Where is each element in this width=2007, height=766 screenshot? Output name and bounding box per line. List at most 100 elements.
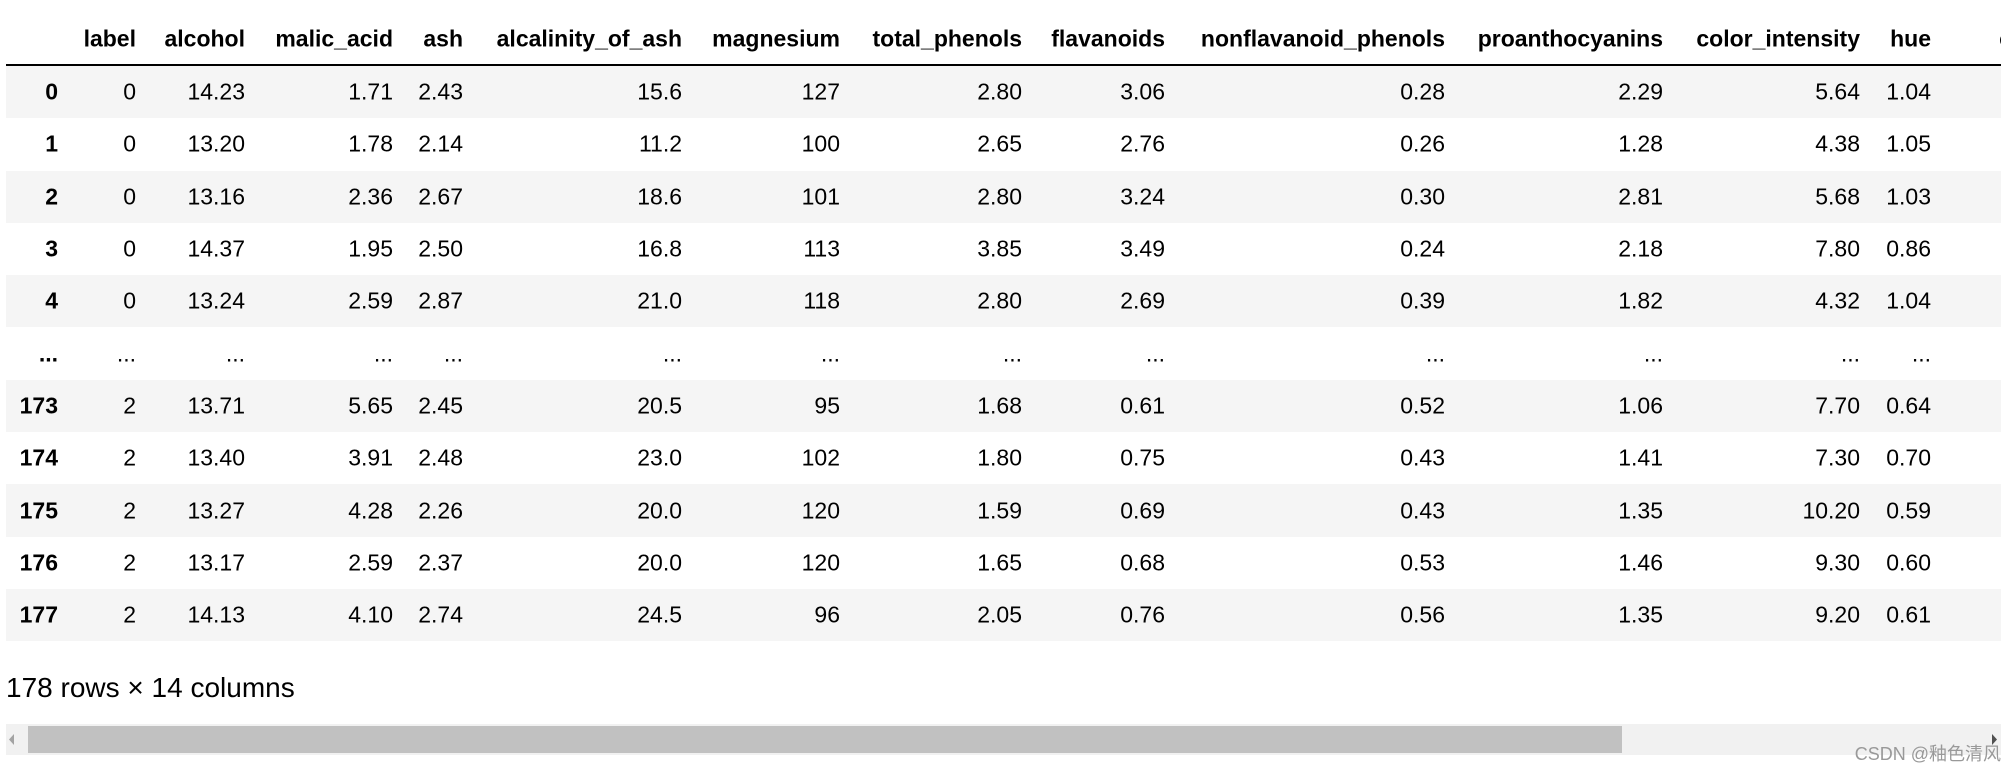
table-cell: 14.37 — [187, 235, 245, 262]
row-stripe — [6, 484, 2001, 537]
row-index: 174 — [19, 444, 58, 471]
table-cell: 1.80 — [977, 444, 1022, 471]
table-cell: 2 — [123, 601, 136, 628]
table-cell: 13.71 — [187, 392, 245, 419]
table-cell: 9.20 — [1815, 601, 1860, 628]
scrollbar-thumb[interactable] — [28, 726, 1622, 753]
table-cell: 1.35 — [1618, 601, 1663, 628]
column-header: malic_acid — [275, 25, 393, 52]
row-index: 0 — [45, 78, 58, 105]
table-cell: 2.80 — [977, 78, 1022, 105]
table-cell: 1.04 — [1886, 78, 1931, 105]
table-cell: ... — [1145, 340, 1165, 367]
table-cell: 1.35 — [1618, 497, 1663, 524]
table-cell: ... — [116, 340, 136, 367]
table-cell: 2.36 — [348, 183, 393, 210]
table-cell: 2.67 — [418, 183, 463, 210]
row-index: 177 — [19, 601, 58, 628]
table-cell: 1.68 — [977, 392, 1022, 419]
table-cell: ... — [373, 340, 393, 367]
table-cell: 7.70 — [1815, 392, 1860, 419]
table-cell: 11.2 — [638, 130, 682, 157]
table-cell: 1.78 — [348, 130, 393, 157]
table-cell: 13.24 — [187, 287, 245, 314]
column-header: alcohol — [164, 25, 245, 52]
column-header: total_phenols — [872, 25, 1022, 52]
table-cell: 0 — [123, 78, 136, 105]
table-cell: 3.91 — [348, 444, 393, 471]
table-cell: 2.45 — [418, 392, 463, 419]
horizontal-scrollbar[interactable] — [6, 724, 2001, 755]
table-cell: 0.30 — [1400, 183, 1445, 210]
column-header: nonflavanoid_phenols — [1200, 25, 1445, 52]
table-cell: 0.24 — [1400, 235, 1445, 262]
table-cell: 3.49 — [1120, 235, 1165, 262]
row-index: 175 — [19, 497, 58, 524]
table-cell: ... — [1643, 340, 1663, 367]
table-cell: 100 — [801, 130, 840, 157]
table-cell: 2.74 — [418, 601, 463, 628]
table-cell: 2.80 — [977, 183, 1022, 210]
table-cell: 96 — [814, 601, 840, 628]
table-cell: 120 — [801, 497, 840, 524]
column-header: hue — [1890, 25, 1931, 52]
table-cell: 1.05 — [1886, 130, 1931, 157]
table-cell: 13.17 — [187, 549, 245, 576]
row-stripe — [6, 379, 2001, 433]
table-cell: 0.53 — [1400, 549, 1445, 576]
table-cell: 2.69 — [1120, 287, 1165, 314]
table-cell: ... — [1911, 340, 1931, 367]
table-cell: 2 — [123, 392, 136, 419]
table-cell: 1.41 — [1618, 444, 1663, 471]
table-cell: 2.05 — [977, 601, 1022, 628]
table-cell: 0.56 — [1400, 601, 1445, 628]
table-cell: 13.27 — [187, 497, 245, 524]
table-cell: 0 — [123, 183, 136, 210]
table-cell: 2.76 — [1120, 130, 1165, 157]
column-header: proanthocyanins — [1477, 25, 1663, 52]
table-cell: 18.6 — [637, 183, 682, 210]
table-cell: 0 — [123, 235, 136, 262]
column-header: color_intensity — [1696, 25, 1860, 52]
table-cell: 0.60 — [1886, 549, 1931, 576]
table-cell: 13.40 — [187, 444, 245, 471]
scroll-right-arrow[interactable] — [1989, 724, 2001, 755]
header-border — [6, 64, 2001, 66]
table-cell: 2.43 — [418, 78, 463, 105]
scroll-left-arrow[interactable] — [6, 724, 18, 755]
table-cell: 2 — [123, 497, 136, 524]
table-cell: 2.65 — [977, 130, 1022, 157]
table-cell: 2.29 — [1618, 78, 1663, 105]
table-cell: ... — [225, 340, 245, 367]
table-cell: 2.37 — [418, 549, 463, 576]
table-cell: 0.69 — [1120, 497, 1165, 524]
table-cell: 0.59 — [1886, 497, 1931, 524]
table-cell: 127 — [801, 78, 840, 105]
table-cell: 0.75 — [1120, 444, 1165, 471]
dataframe-table: label alcohol malic_acid ash alcalinity_of_a… — [6, 25, 2001, 628]
table-cell: 20.0 — [637, 497, 682, 524]
table-cell: 2.81 — [1618, 183, 1663, 210]
watermark: CSDN @釉色清风 — [1854, 744, 2001, 764]
table-cell: 118 — [803, 287, 840, 314]
table-cell: 101 — [801, 183, 840, 210]
table-cell: 13.20 — [187, 130, 245, 157]
column-header: alcalinity_of_ash — [496, 25, 682, 52]
table-cell: 7.80 — [1815, 235, 1860, 262]
row-stripe — [6, 275, 2001, 328]
table-cell: 4.10 — [348, 601, 393, 628]
row-index: 2 — [45, 183, 58, 210]
table-cell: 0.52 — [1400, 392, 1445, 419]
row-stripe — [6, 66, 2001, 119]
table-cell: 0 — [123, 287, 136, 314]
table-cell: 2.50 — [418, 235, 463, 262]
table-cell: 0.70 — [1886, 444, 1931, 471]
row-index: 4 — [45, 287, 58, 314]
table-cell: 0.76 — [1120, 601, 1165, 628]
table-cell: 20.0 — [637, 549, 682, 576]
table-cell: 1.95 — [348, 235, 393, 262]
table-cell: 14.23 — [187, 78, 245, 105]
table-cell: 5.64 — [1815, 78, 1860, 105]
table-cell: 14.13 — [187, 601, 245, 628]
row-stripe — [6, 170, 2001, 223]
